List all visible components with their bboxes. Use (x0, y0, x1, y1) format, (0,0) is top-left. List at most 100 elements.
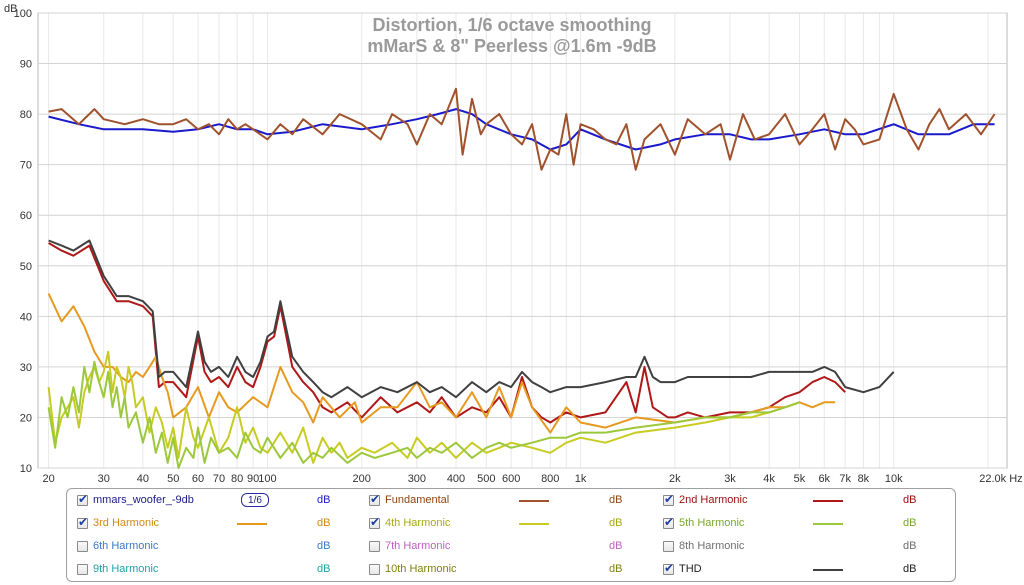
legend-label: 5th Harmonic (679, 517, 745, 529)
x-tick-label: 7k (839, 473, 851, 485)
x-tick-label: 400 (447, 473, 465, 485)
x-tick-label: 30 (98, 473, 110, 485)
series-line-3rd-harmonic (47, 293, 836, 434)
legend-item-9th-harmonic: 9th Harmonic dB (77, 559, 367, 581)
legend-checkbox-mmars-woofer-9db[interactable]: ✔ (77, 492, 89, 506)
series-line-thd (48, 239, 895, 399)
y-tick-label: 20 (20, 412, 32, 424)
legend-unit: dB (317, 494, 331, 506)
legend-unit: dB (609, 517, 623, 529)
legend-checkbox-9th-harmonic[interactable] (77, 564, 88, 575)
series-line-mmars-woofer-9db (48, 108, 995, 151)
series-line-5th-harmonic (47, 360, 800, 469)
legend-label: 7th Harmonic (385, 540, 451, 552)
legend-label: 2nd Harmonic (679, 494, 748, 506)
legend-label: Fundamental (385, 494, 450, 506)
legend-label: 3rd Harmonic (93, 517, 160, 529)
legend-row: 9th Harmonic dB 10th Harmonic dB ✔ THD dB (67, 559, 955, 581)
legend-checkbox-4th-harmonic[interactable]: ✔ (369, 515, 381, 529)
legend-checkbox-2nd-harmonic[interactable]: ✔ (663, 492, 675, 506)
legend-checkbox-7th-harmonic[interactable] (369, 541, 380, 552)
y-tick-label: 80 (20, 109, 32, 121)
legend-swatch (519, 500, 549, 502)
legend-item-10th-harmonic: 10th Harmonic dB (369, 559, 659, 581)
y-tick-label: 60 (20, 210, 32, 222)
legend-unit: dB (317, 540, 331, 552)
x-tick-label: 10k (885, 473, 903, 485)
series-line-2nd-harmonic (48, 242, 846, 424)
legend-item-7th-harmonic: 7th Harmonic dB (369, 536, 659, 558)
y-tick-label: 30 (20, 362, 32, 374)
legend-unit: dB (903, 563, 917, 575)
legend-checkbox-10th-harmonic[interactable] (369, 564, 380, 575)
y-tick-label: 50 (20, 261, 32, 273)
legend-unit: dB (609, 563, 623, 575)
legend-item-8th-harmonic: 8th Harmonic dB (663, 536, 953, 558)
x-tick-label: 60 (192, 473, 204, 485)
x-tick-label: 90 (247, 473, 259, 485)
legend-swatch (519, 523, 549, 525)
x-tick-label: 50 (167, 473, 179, 485)
y-tick-label: 70 (20, 160, 32, 172)
checkmark-icon: ✔ (664, 492, 675, 506)
legend-checkbox-5th-harmonic[interactable]: ✔ (663, 515, 675, 529)
legend-swatch (813, 500, 843, 502)
legend-panel: ✔ mmars_woofer_-9db 1/6 dB ✔ Fundamental dB ✔ 2n… (66, 488, 956, 582)
x-tick-label: 5k (794, 473, 806, 485)
x-tick-label: 4k (763, 473, 775, 485)
legend-label: 8th Harmonic (679, 540, 745, 552)
x-tick-label: 2k (669, 473, 681, 485)
legend-item-3rd-harmonic: ✔ 3rd Harmonic dB (77, 513, 367, 535)
legend-unit: dB (609, 540, 623, 552)
checkmark-icon: ✔ (370, 492, 381, 506)
y-tick-label: 90 (20, 59, 32, 71)
x-tick-label: 40 (137, 473, 149, 485)
legend-checkbox-6th-harmonic[interactable] (77, 541, 88, 552)
x-tick-label: 80 (231, 473, 243, 485)
legend-swatch (813, 523, 843, 525)
legend-row: 6th Harmonic dB 7th Harmonic dB 8th Harmonic… (67, 536, 955, 558)
x-tick-label: 500 (477, 473, 495, 485)
legend-label: 4th Harmonic (385, 517, 451, 529)
legend-checkbox-fundamental[interactable]: ✔ (369, 492, 381, 506)
y-unit-label: dB (4, 3, 17, 15)
chart-title: Distortion, 1/6 octave smoothing (372, 15, 651, 35)
x-tick-label: 22.0k Hz (979, 473, 1022, 485)
legend-item-5th-harmonic: ✔ 5th Harmonic dB (663, 513, 953, 535)
x-tick-label: 300 (408, 473, 426, 485)
legend-unit: dB (903, 517, 917, 529)
y-tick-label: 40 (20, 311, 32, 323)
legend-label: 6th Harmonic (93, 540, 159, 552)
chart-subtitle: mMarS & 8" Peerless @1.6m -9dB (367, 36, 656, 56)
y-tick-label: 10 (20, 463, 32, 475)
checkmark-icon: ✔ (664, 515, 675, 529)
checkmark-icon: ✔ (370, 515, 381, 529)
legend-item-mmars-woofer-9db: ✔ mmars_woofer_-9db 1/6 dB (77, 490, 367, 512)
legend-checkbox-thd[interactable]: ✔ (663, 561, 675, 575)
legend-item-thd: ✔ THD dB (663, 559, 953, 581)
legend-checkbox-3rd-harmonic[interactable]: ✔ (77, 515, 89, 529)
legend-unit: dB (317, 563, 331, 575)
smoothing-selector[interactable]: 1/6 (241, 493, 269, 507)
series-line-4th-harmonic (47, 350, 800, 464)
x-tick-label: 200 (353, 473, 371, 485)
legend-checkbox-8th-harmonic[interactable] (663, 541, 674, 552)
legend-label: 10th Harmonic (385, 563, 457, 575)
legend-unit: dB (609, 494, 623, 506)
legend-item-fundamental: ✔ Fundamental dB (369, 490, 659, 512)
legend-label: THD (679, 563, 702, 575)
x-tick-label: 3k (724, 473, 736, 485)
legend-item-6th-harmonic: 6th Harmonic dB (77, 536, 367, 558)
checkmark-icon: ✔ (664, 561, 675, 575)
checkmark-icon: ✔ (78, 515, 89, 529)
legend-item-2nd-harmonic: ✔ 2nd Harmonic dB (663, 490, 953, 512)
legend-label: mmars_woofer_-9db (93, 494, 194, 506)
y-tick-label: 100 (14, 8, 32, 20)
x-tick-label: 800 (541, 473, 559, 485)
legend-unit: dB (317, 517, 331, 529)
legend-row: ✔ mmars_woofer_-9db 1/6 dB ✔ Fundamental dB ✔ 2n… (67, 490, 955, 512)
x-tick-label: 20 (42, 473, 54, 485)
checkmark-icon: ✔ (78, 492, 89, 506)
x-tick-label: 6k (818, 473, 830, 485)
